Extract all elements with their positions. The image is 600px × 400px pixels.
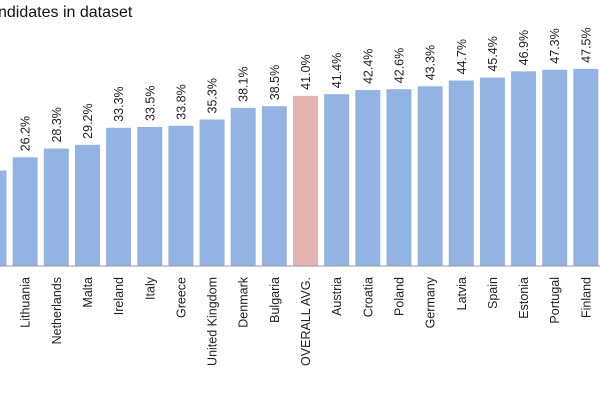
category-label-finland: Finland — [579, 277, 593, 318]
bar-greece — [168, 125, 194, 266]
bar-netherlands — [43, 148, 69, 267]
value-label-italy: 33.5% — [143, 86, 157, 121]
category-label-overall-avg: OVERALL AVG. — [299, 277, 313, 366]
bar-overall-avg — [293, 95, 318, 266]
bar-malta — [74, 144, 100, 266]
value-label-overall-avg: 41.0% — [299, 54, 313, 89]
category-label-united-kingdom: United Kingdom — [206, 277, 220, 366]
category-label-austria: Austria — [330, 277, 344, 316]
chart-title: ndidates in dataset — [0, 4, 133, 21]
category-label-greece: Greece — [174, 277, 188, 318]
bar-portugal — [542, 69, 568, 266]
bar-austria — [324, 94, 350, 266]
value-label-estonia: 46.9% — [517, 30, 531, 65]
bar-germany — [417, 86, 443, 266]
category-label-denmark: Denmark — [237, 276, 251, 327]
bar-ireland — [106, 127, 132, 266]
value-label-netherlands: 28.3% — [50, 107, 64, 142]
category-label-spain: Spain — [486, 277, 500, 309]
value-label-bulgaria: 38.5% — [268, 65, 282, 100]
value-label-denmark: 38.1% — [237, 66, 251, 101]
value-label-croatia: 42.4% — [361, 49, 375, 84]
value-label-malta: 29.2% — [81, 103, 95, 138]
bar-spain — [479, 77, 505, 266]
value-label-finland: 47.5% — [579, 27, 593, 62]
value-label-spain: 45.4% — [486, 36, 500, 71]
value-label-lithuania: 26.2% — [19, 116, 33, 151]
category-label-netherlands: Netherlands — [50, 277, 64, 344]
category-label-poland: Poland — [392, 277, 406, 316]
bars-group — [0, 68, 599, 267]
bar-denmark — [230, 107, 256, 266]
bar-leading — [0, 170, 7, 266]
bar-croatia — [355, 90, 381, 266]
category-label-malta: Malta — [81, 277, 95, 308]
value-labels-group: 26.2% 28.3% 29.2% 33.3% 33.5% 33.8% 35.3% 38.1%… — [19, 27, 594, 151]
category-label-latvia: Latvia — [455, 277, 469, 310]
value-label-germany: 43.3% — [424, 45, 438, 80]
category-label-estonia: Estonia — [517, 277, 531, 319]
category-label-germany: Germany — [424, 276, 438, 328]
category-label-croatia: Croatia — [361, 277, 375, 317]
value-label-austria: 41.4% — [330, 53, 344, 88]
bar-united-kingdom — [199, 119, 225, 266]
bar-bulgaria — [261, 106, 287, 266]
category-label-portugal: Portugal — [548, 277, 562, 324]
bar-finland — [573, 68, 599, 267]
category-label-bulgaria: Bulgaria — [268, 277, 282, 323]
bar-estonia — [511, 71, 537, 266]
value-label-latvia: 44.7% — [455, 39, 469, 74]
bar-poland — [386, 89, 412, 267]
value-label-greece: 33.8% — [174, 84, 188, 119]
category-label-ireland: Ireland — [112, 277, 126, 315]
category-labels-group: Lithuania Netherlands Malta Ireland Italy Gre… — [19, 276, 594, 366]
bar-italy — [137, 126, 163, 266]
value-label-poland: 42.6% — [392, 48, 406, 83]
category-label-lithuania: Lithuania — [19, 277, 33, 328]
bar-latvia — [448, 80, 474, 267]
category-label-italy: Italy — [143, 276, 157, 300]
bar-lithuania — [12, 157, 38, 266]
value-label-united-kingdom: 35.3% — [206, 78, 220, 113]
value-label-portugal: 47.3% — [548, 28, 562, 63]
value-label-ireland: 33.3% — [112, 86, 126, 121]
